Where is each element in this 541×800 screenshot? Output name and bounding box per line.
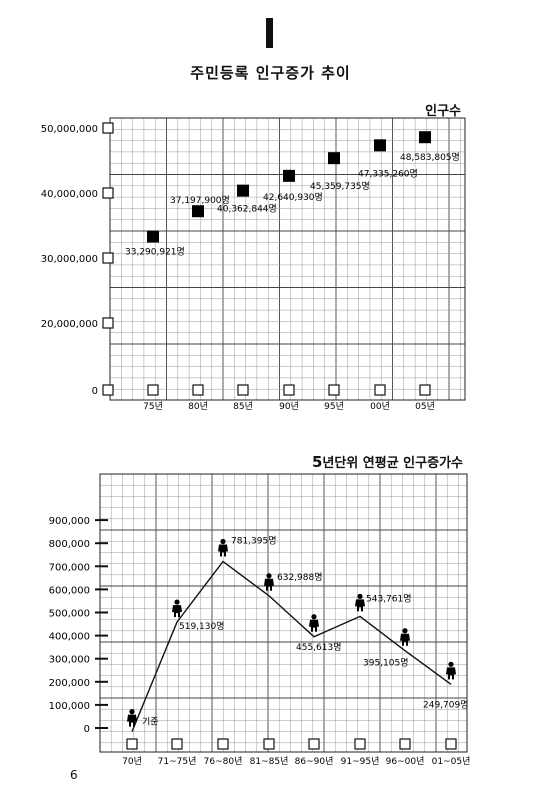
chart1-xtick-label: 95년 (324, 401, 344, 412)
person-icon (127, 709, 137, 727)
chart2-xtick-box (263, 738, 275, 750)
person-icon (309, 614, 319, 632)
chart2-xtick-label: 81~85년 (250, 756, 289, 767)
chart2-xtick-label: 86~90년 (295, 756, 334, 767)
chart1-xtick-label: 90년 (279, 401, 299, 412)
person-icon (400, 628, 410, 646)
chart2-xtick-label: 76~80년 (204, 756, 243, 767)
chart1-data-label: 40,362,844명 (217, 204, 277, 215)
chart2-ytick-label: 300,000 (49, 655, 90, 666)
chart2-grid-border (99, 473, 468, 753)
chart1-ytick-box (102, 187, 114, 199)
chart2-xtick-box (217, 738, 229, 750)
person-icon (264, 573, 274, 591)
chart1-ytick-label: 20,000,000 (41, 319, 98, 330)
chart2-series-line (131, 560, 452, 732)
person-icon (355, 593, 365, 612)
chart2-data-label: 632,988명 (277, 572, 323, 583)
chart1-xtick-box (419, 384, 431, 396)
chart2-xtick-box (308, 738, 320, 750)
chart2-ytick-label: 800,000 (49, 539, 90, 550)
chart2-data-label: 519,130명 (179, 621, 225, 632)
chart2-ytick-label: 100,000 (49, 701, 90, 712)
chart1-xtick-label: 00년 (370, 401, 390, 412)
page-number: 6 (70, 768, 78, 782)
chart1-point (374, 139, 386, 152)
chart1-xtick-label: 75년 (143, 401, 163, 412)
chart1-xtick-label: 05년 (415, 401, 435, 412)
chart1-xtick-box (147, 384, 159, 396)
chart1-data-label: 37,197,900명 (170, 195, 230, 206)
chart2-xtick-box (171, 738, 183, 750)
chart1-xtick-box (328, 384, 340, 396)
chart1-data-label: 47,335,260명 (358, 168, 418, 179)
chart1-title: 인구수 (425, 104, 461, 119)
chart1-point (237, 184, 249, 197)
chart2-data-label: 455,613명 (296, 642, 342, 653)
chart1-ytick-label: 40,000,000 (41, 189, 98, 200)
chart2-title-rest: 년단위 연평균 인구증가수 (322, 456, 463, 471)
chart1-point (328, 152, 340, 165)
chart1-ytick-box (102, 317, 114, 329)
chart1-data-label: 33,290,921명 (125, 247, 185, 258)
chart2-xtick-box (354, 738, 366, 750)
chart1-point (419, 131, 431, 144)
chart2-data-label: 543,761명 (366, 593, 412, 604)
chart1-xtick-box (192, 384, 204, 396)
person-icon (172, 599, 182, 618)
chart2-title-prefix: 5 (311, 453, 323, 471)
chart2-data-label: 기준 (142, 717, 159, 728)
chart2-grid (99, 473, 467, 752)
person-icon (218, 538, 228, 557)
chart1-xtick-label: 80년 (188, 401, 208, 412)
chart2-xtick-label: 70년 (122, 756, 142, 767)
chart1-ytick-box (102, 252, 114, 264)
chart1-point (192, 205, 204, 218)
chart1-ytick-label: 30,000,000 (41, 254, 98, 265)
chart1-ytick-label: 0 (92, 386, 98, 397)
chart2-xtick-box (126, 738, 138, 750)
chart2-data-label: 781,395명 (231, 535, 277, 546)
chart1-xtick-label: 85년 (233, 401, 253, 412)
chart1-data-label: 45,359,735명 (310, 181, 370, 192)
chart2-ytick-label: 700,000 (49, 562, 90, 573)
chart1-data-label: 48,583,805명 (400, 152, 460, 163)
chart2-xtick-label: 01~05년 (432, 756, 471, 767)
person-icon (446, 661, 456, 680)
chart2-ytick-label: 500,000 (49, 609, 90, 620)
chart2-xtick-label: 71~75년 (158, 756, 197, 767)
chart1-xtick-box (374, 384, 386, 396)
chart2-ytick-label: 900,000 (49, 516, 90, 527)
chart1-ytick-label: 50,000,000 (41, 124, 98, 135)
chart1-data-label: 42,640,930명 (263, 192, 323, 203)
chart2-xtick-box (445, 738, 457, 750)
chart2-ytick-label: 200,000 (49, 678, 90, 689)
page-title: 주민등록 인구증가 추이 (190, 64, 351, 82)
chart1-xtick-box (283, 384, 295, 396)
chart2-data-label: 395,105명 (363, 658, 409, 669)
section-marker (266, 18, 273, 48)
chart2-data-label: 249,709명 (423, 699, 469, 710)
chart1-ytick-box (102, 122, 114, 134)
chart2-xtick-label: 91~95년 (341, 756, 380, 767)
chart2-ytick-label: 600,000 (49, 585, 90, 596)
chart2-ytick-label: 400,000 (49, 632, 90, 643)
chart1-ytick-box (102, 384, 114, 396)
chart1-xtick-box (237, 384, 249, 396)
chart2-ytick-label: 0 (84, 724, 90, 735)
chart2-xtick-label: 96~00년 (386, 756, 425, 767)
chart2-xtick-box (399, 738, 411, 750)
chart2-title: 5년단위 연평균 인구증가수 (312, 452, 463, 471)
chart1-point (283, 169, 295, 182)
chart1-point (147, 230, 159, 243)
